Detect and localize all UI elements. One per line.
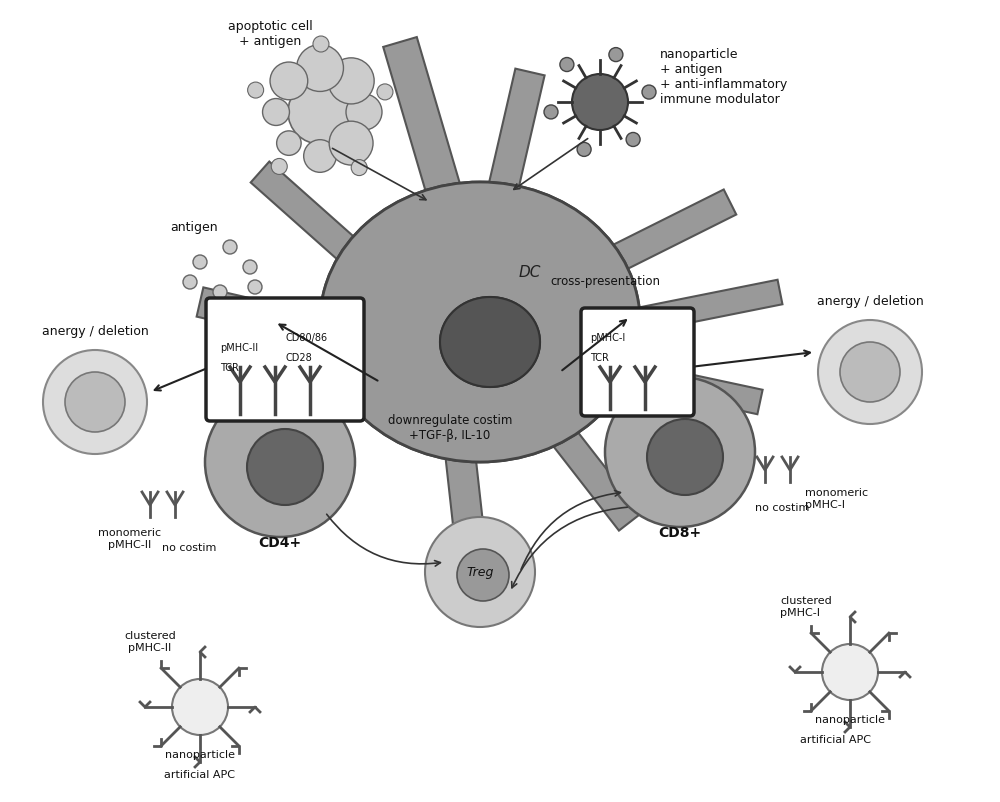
Circle shape xyxy=(840,342,900,403)
Circle shape xyxy=(346,95,382,131)
Text: pMHC-II: pMHC-II xyxy=(220,342,258,353)
Circle shape xyxy=(193,256,207,269)
Circle shape xyxy=(288,81,352,145)
FancyBboxPatch shape xyxy=(206,298,364,422)
Polygon shape xyxy=(549,424,641,531)
Polygon shape xyxy=(628,281,782,335)
Circle shape xyxy=(248,83,264,99)
Text: CD8+: CD8+ xyxy=(658,525,702,539)
Ellipse shape xyxy=(440,298,540,387)
Text: antigen: antigen xyxy=(170,221,218,234)
Circle shape xyxy=(572,75,628,131)
Text: clustered
pMHC-I: clustered pMHC-I xyxy=(780,596,832,618)
Text: downregulate costim
+TGF-β, IL-10: downregulate costim +TGF-β, IL-10 xyxy=(388,414,512,441)
Text: cross-presentation: cross-presentation xyxy=(550,274,660,288)
Circle shape xyxy=(626,133,640,148)
Circle shape xyxy=(43,350,147,455)
Text: TCR: TCR xyxy=(590,353,609,363)
Circle shape xyxy=(65,373,125,432)
Text: nanoparticle
+ antigen
+ anti-inflammatory
immune modulator: nanoparticle + antigen + anti-inflammato… xyxy=(660,48,787,106)
Circle shape xyxy=(223,241,237,255)
Circle shape xyxy=(313,37,329,53)
Polygon shape xyxy=(197,288,333,347)
Circle shape xyxy=(544,106,558,119)
Polygon shape xyxy=(383,38,467,217)
Text: artificial APC: artificial APC xyxy=(800,734,870,744)
Text: no costim: no costim xyxy=(755,502,809,512)
Circle shape xyxy=(609,49,623,63)
Text: apoptotic cell
+ antigen: apoptotic cell + antigen xyxy=(228,20,312,48)
Circle shape xyxy=(328,59,374,105)
Text: Treg: Treg xyxy=(466,565,494,579)
Polygon shape xyxy=(485,70,545,206)
Circle shape xyxy=(213,286,227,300)
Circle shape xyxy=(351,160,367,176)
Text: CD80/86: CD80/86 xyxy=(285,333,327,342)
Text: artificial APC: artificial APC xyxy=(164,769,236,779)
Circle shape xyxy=(248,281,262,294)
Circle shape xyxy=(822,644,878,700)
Ellipse shape xyxy=(320,183,640,463)
Circle shape xyxy=(304,140,336,173)
Ellipse shape xyxy=(440,298,540,387)
Ellipse shape xyxy=(320,183,640,463)
Text: clustered
pMHC-II: clustered pMHC-II xyxy=(124,630,176,652)
Polygon shape xyxy=(251,162,359,263)
Circle shape xyxy=(263,99,289,126)
Circle shape xyxy=(271,160,287,175)
Polygon shape xyxy=(226,389,364,456)
Circle shape xyxy=(183,276,197,290)
Circle shape xyxy=(205,387,355,537)
Text: nanoparticle: nanoparticle xyxy=(165,749,235,759)
Circle shape xyxy=(377,85,393,101)
Text: DC: DC xyxy=(519,265,541,280)
Polygon shape xyxy=(445,451,485,544)
Text: monomeric
pMHC-II: monomeric pMHC-II xyxy=(98,528,162,549)
Text: CD28: CD28 xyxy=(285,353,312,363)
Circle shape xyxy=(642,86,656,100)
Circle shape xyxy=(247,429,323,505)
Circle shape xyxy=(243,261,257,274)
Circle shape xyxy=(647,419,723,496)
Text: no costim: no costim xyxy=(162,542,216,553)
Circle shape xyxy=(329,122,373,166)
Circle shape xyxy=(172,679,228,735)
Circle shape xyxy=(277,132,301,156)
Circle shape xyxy=(297,46,343,92)
Text: pMHC-I: pMHC-I xyxy=(590,333,625,342)
Circle shape xyxy=(577,144,591,157)
Circle shape xyxy=(560,59,574,72)
Text: monomeric
pMHC-I: monomeric pMHC-I xyxy=(805,488,868,509)
Polygon shape xyxy=(604,190,736,275)
Circle shape xyxy=(425,517,535,627)
Text: anergy / deletion: anergy / deletion xyxy=(817,294,923,308)
FancyBboxPatch shape xyxy=(581,309,694,416)
Text: TCR: TCR xyxy=(220,363,239,373)
Polygon shape xyxy=(617,360,763,415)
Circle shape xyxy=(605,378,755,528)
Text: nanoparticle: nanoparticle xyxy=(815,714,885,724)
Circle shape xyxy=(818,321,922,424)
Circle shape xyxy=(457,549,509,602)
Text: CD4+: CD4+ xyxy=(258,535,302,549)
Circle shape xyxy=(270,63,308,100)
Text: anergy / deletion: anergy / deletion xyxy=(42,325,148,338)
